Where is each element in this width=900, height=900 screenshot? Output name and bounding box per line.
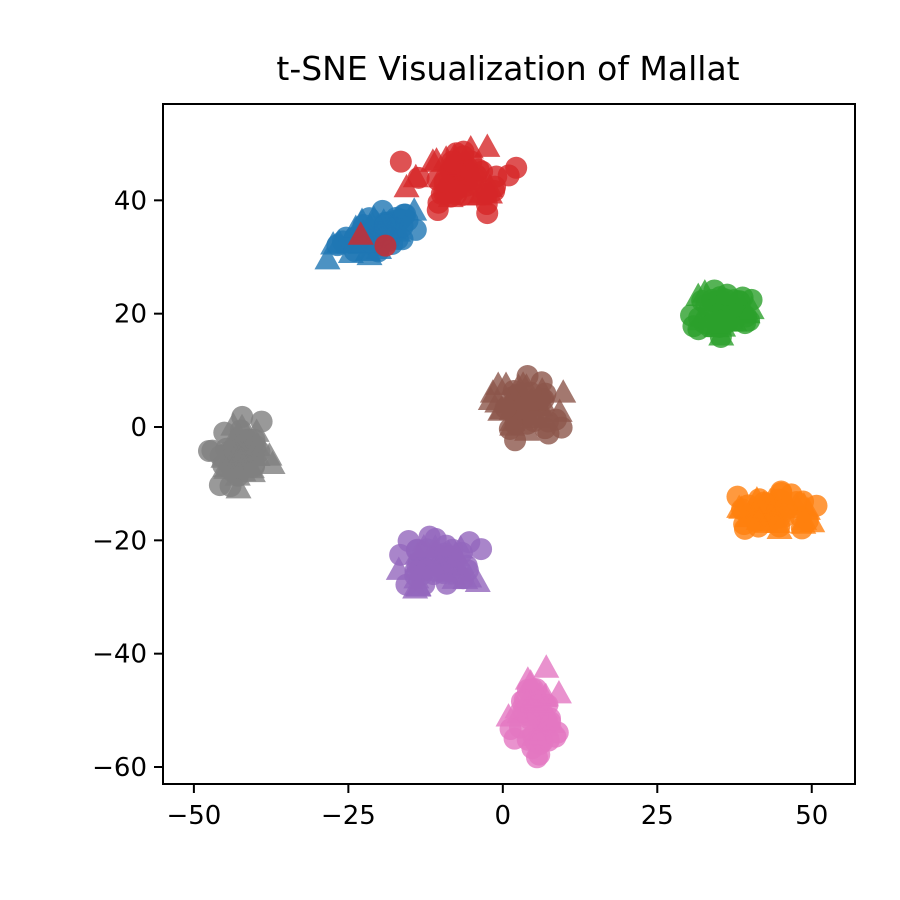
cluster-1-point: [476, 180, 503, 204]
cluster-1-point: [389, 150, 412, 173]
cluster-5-point: [768, 515, 791, 538]
cluster-1-point: [393, 173, 420, 198]
cluster-3-point: [504, 429, 527, 452]
cluster-6-point: [418, 525, 441, 548]
cluster-1-point: [441, 150, 464, 173]
chart-title: t-SNE Visualization of Mallat: [276, 49, 739, 88]
cluster-0-point: [314, 246, 341, 270]
x-tick-label: 50: [795, 801, 828, 831]
cluster-5-point: [726, 485, 749, 508]
outlier-point: [374, 234, 397, 257]
cluster-2-point: [685, 282, 712, 307]
cluster-7-point: [539, 711, 562, 734]
y-tick-label: 0: [130, 413, 147, 443]
cluster-4-point: [244, 442, 271, 466]
plot-frame: [162, 103, 856, 785]
cluster-3-point: [485, 371, 512, 395]
cluster-0-point: [374, 214, 397, 237]
cluster-5-point: [753, 491, 776, 514]
x-tick-label: −50: [166, 801, 221, 831]
cluster-1-point: [450, 163, 477, 187]
y-tick-label: −60: [92, 753, 147, 783]
cluster-6-point: [435, 572, 458, 595]
cluster-4-point: [213, 455, 240, 479]
cluster-2-point: [716, 283, 739, 306]
cluster-2-point: [705, 309, 732, 334]
cluster-6-point: [444, 542, 471, 567]
cluster-1-point: [474, 133, 501, 157]
y-tick-label: −40: [92, 640, 147, 670]
cluster-4-point: [231, 405, 254, 428]
x-tick-label: 0: [495, 801, 512, 831]
cluster-5-point: [805, 494, 828, 517]
cluster-5-point: [780, 483, 803, 506]
y-tick-label: 20: [114, 300, 147, 330]
y-axis: −60 −40 −20 0 20 40: [92, 186, 163, 783]
cluster-0-point: [320, 231, 347, 255]
cluster-6-point: [403, 564, 430, 589]
y-tick-label: −20: [92, 526, 147, 556]
x-tick-label: 25: [641, 801, 674, 831]
cluster-5-point: [745, 506, 772, 530]
cluster-5-point: [791, 506, 818, 530]
y-tick-label: 40: [114, 186, 147, 216]
cluster-3-point: [522, 410, 545, 433]
cluster-1-point: [427, 191, 450, 214]
cluster-3-point: [550, 379, 577, 403]
cluster-7-point: [516, 704, 539, 727]
cluster-6-point: [456, 564, 483, 588]
x-tick-label: −25: [321, 801, 376, 831]
cluster-7-point: [499, 718, 522, 741]
cluster-4-point: [259, 450, 286, 475]
cluster-3-point: [512, 386, 539, 411]
cluster-2-point: [738, 295, 765, 320]
cluster-6-point: [458, 531, 481, 554]
cluster-7-point: [545, 679, 572, 704]
cluster-7-point: [533, 654, 560, 678]
points-layer: [197, 133, 828, 769]
cluster-3-point: [550, 416, 573, 439]
outlier-point: [347, 221, 374, 245]
x-axis: −50 −25 0 25 50: [166, 784, 828, 831]
cluster-1-point: [476, 202, 499, 225]
cluster-7-point: [529, 732, 552, 755]
cluster-1-point: [426, 168, 449, 191]
cluster-1-point: [505, 156, 528, 179]
cluster-3-point: [494, 397, 517, 420]
